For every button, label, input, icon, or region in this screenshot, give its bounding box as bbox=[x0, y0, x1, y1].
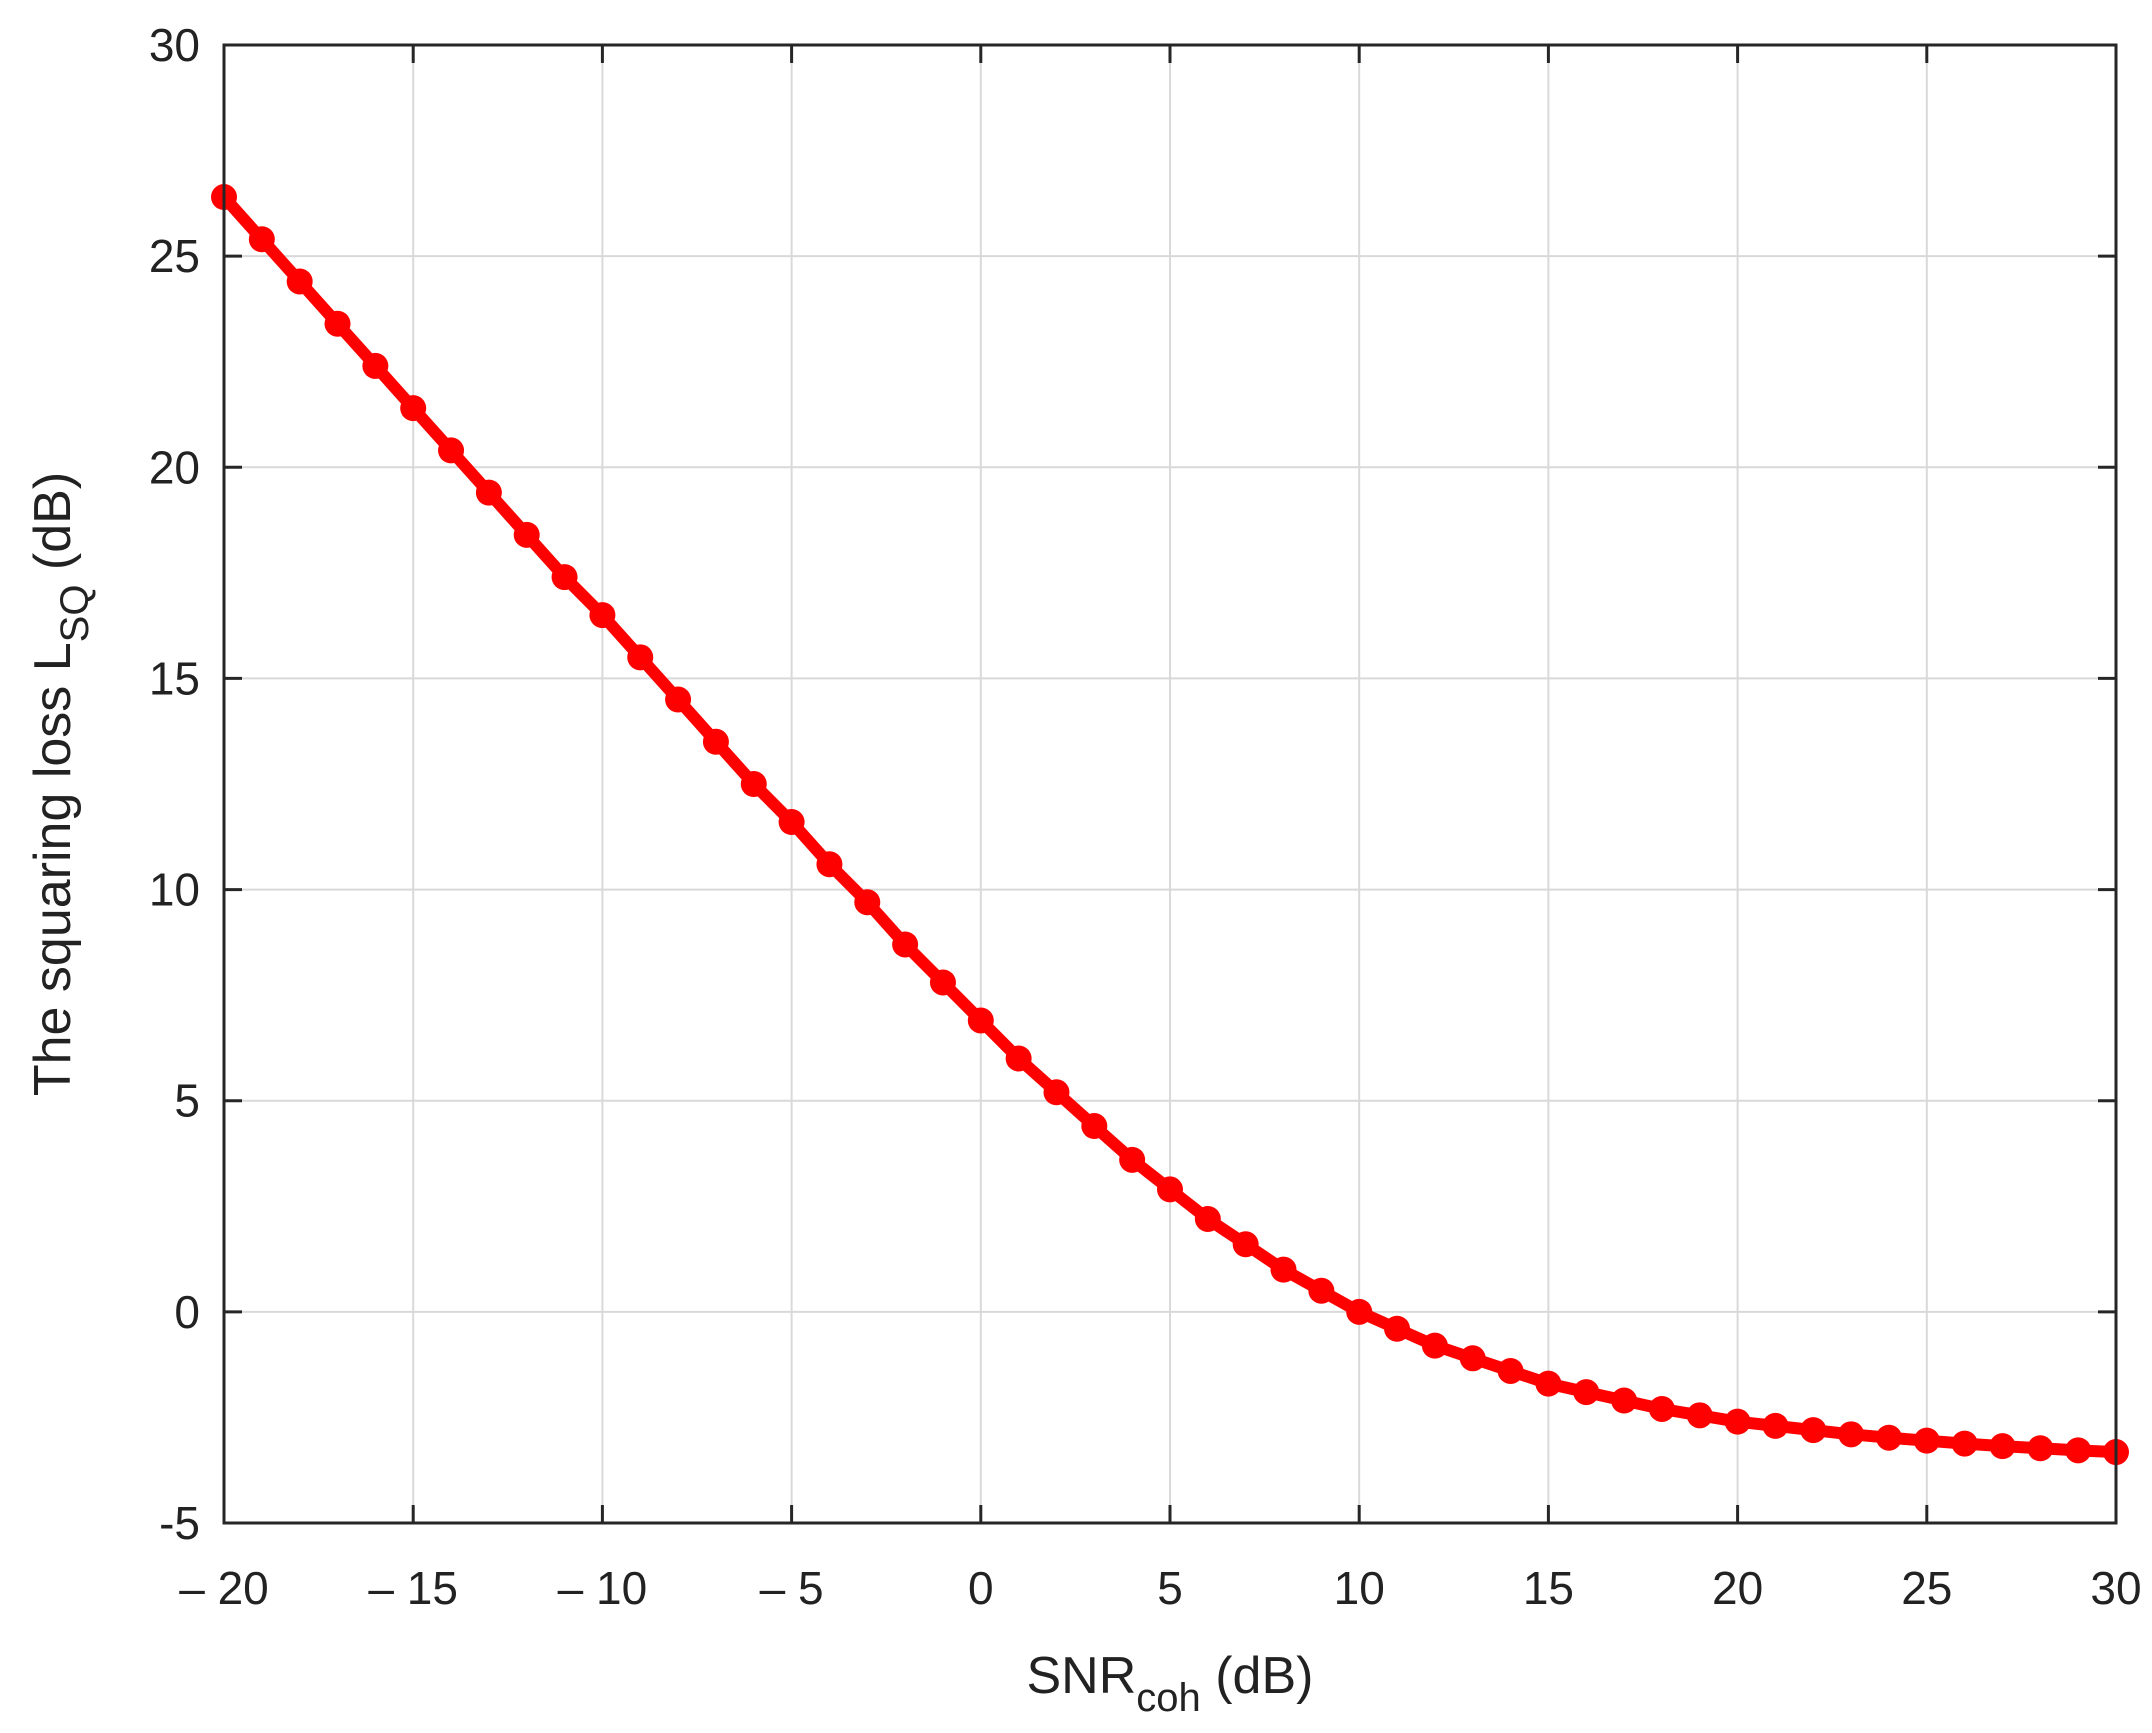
data-point bbox=[1459, 1345, 1486, 1372]
data-point bbox=[438, 437, 465, 464]
y-tick-label: 0 bbox=[174, 1286, 200, 1338]
data-point bbox=[1875, 1424, 1902, 1451]
data-point bbox=[1838, 1421, 1865, 1448]
x-axis-label-unit: (dB) bbox=[1201, 1647, 1314, 1705]
data-point bbox=[1232, 1231, 1259, 1258]
x-tick-label: – 5 bbox=[760, 1562, 824, 1614]
data-point bbox=[362, 352, 389, 379]
data-point bbox=[778, 809, 805, 836]
y-tick-label: 30 bbox=[149, 19, 200, 71]
x-tick-label: – 20 bbox=[179, 1562, 269, 1614]
data-point bbox=[1913, 1427, 1940, 1454]
y-tick-label: 20 bbox=[149, 441, 200, 493]
x-tick-label: 25 bbox=[1901, 1562, 1952, 1614]
data-point bbox=[286, 268, 313, 295]
data-point bbox=[929, 969, 956, 996]
y-tick-label: 10 bbox=[149, 864, 200, 916]
data-point bbox=[1648, 1395, 1675, 1422]
data-point bbox=[1346, 1298, 1373, 1325]
y-tick-label: 25 bbox=[149, 230, 200, 282]
data-point bbox=[1800, 1417, 1827, 1444]
data-point bbox=[740, 771, 767, 797]
data-point bbox=[324, 310, 351, 337]
data-point bbox=[816, 851, 843, 878]
y-axis-label-subscript: SQ bbox=[53, 585, 97, 643]
data-point bbox=[1005, 1045, 1032, 1072]
data-point bbox=[627, 644, 654, 671]
y-axis-label-main: The squaring loss L bbox=[24, 642, 82, 1096]
data-point bbox=[967, 1007, 994, 1034]
data-point bbox=[702, 728, 729, 755]
y-tick-label: 15 bbox=[149, 652, 200, 704]
data-point bbox=[665, 686, 692, 713]
data-point bbox=[854, 889, 881, 916]
data-point bbox=[513, 521, 540, 548]
data-point bbox=[1043, 1079, 1070, 1106]
data-point bbox=[1762, 1412, 1789, 1439]
data-point bbox=[1497, 1357, 1524, 1384]
data-point bbox=[248, 226, 275, 253]
data-point bbox=[892, 931, 919, 958]
x-tick-label: – 10 bbox=[558, 1562, 648, 1614]
data-point bbox=[1119, 1146, 1146, 1173]
x-axis-label-subscript: coh bbox=[1136, 1676, 1201, 1720]
data-point bbox=[400, 395, 427, 422]
data-point bbox=[1535, 1370, 1562, 1397]
data-point bbox=[1611, 1387, 1638, 1414]
y-axis-label: The squaring loss LSQ (dB) bbox=[24, 472, 97, 1096]
data-point bbox=[1270, 1256, 1297, 1283]
data-point bbox=[1421, 1332, 1448, 1359]
data-point bbox=[1194, 1205, 1221, 1232]
x-tick-label: 5 bbox=[1157, 1562, 1183, 1614]
series-layer bbox=[211, 184, 2129, 1466]
data-point bbox=[1951, 1430, 1978, 1457]
data-point bbox=[1724, 1408, 1751, 1435]
x-tick-label: 0 bbox=[968, 1562, 994, 1614]
data-point bbox=[1157, 1176, 1183, 1203]
x-axis-label: SNRcoh (dB) bbox=[1027, 1647, 1314, 1720]
data-point bbox=[1308, 1277, 1335, 1304]
data-point bbox=[551, 564, 578, 591]
y-tick-labels: -5 0 5 10 15 20 25 30 bbox=[149, 19, 200, 1549]
x-tick-label: 30 bbox=[2090, 1562, 2141, 1614]
data-point bbox=[1989, 1433, 2016, 1460]
y-tick-label: -5 bbox=[159, 1497, 200, 1549]
x-tick-label: 20 bbox=[1712, 1562, 1763, 1614]
data-point bbox=[1686, 1402, 1713, 1429]
data-point bbox=[2027, 1435, 2054, 1462]
x-tick-labels: – 20 – 15 – 10 – 5 0 5 10 15 20 25 30 bbox=[179, 1562, 2141, 1614]
y-tick-label: 5 bbox=[174, 1075, 200, 1127]
x-tick-label: – 15 bbox=[368, 1562, 458, 1614]
data-point bbox=[1573, 1379, 1600, 1406]
data-point bbox=[2065, 1437, 2092, 1464]
x-axis-label-main: SNR bbox=[1027, 1647, 1137, 1705]
data-point bbox=[589, 602, 616, 629]
data-point bbox=[475, 479, 502, 506]
x-tick-label: 10 bbox=[1334, 1562, 1385, 1614]
y-axis-label-unit: (dB) bbox=[24, 472, 82, 585]
x-tick-label: 15 bbox=[1523, 1562, 1574, 1614]
plot-area-frame bbox=[222, 43, 2118, 1525]
data-point bbox=[1384, 1315, 1411, 1342]
data-point bbox=[1081, 1113, 1108, 1140]
